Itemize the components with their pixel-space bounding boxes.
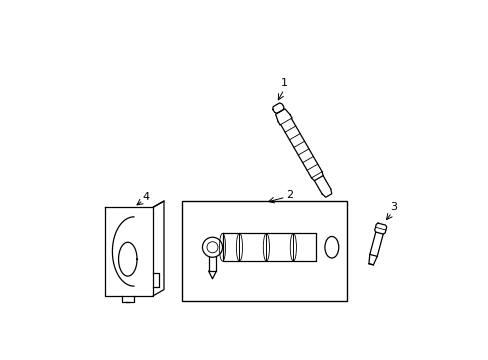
- Bar: [182, 201, 346, 301]
- Text: 2: 2: [285, 190, 292, 200]
- Text: 1: 1: [280, 78, 287, 88]
- Text: 4: 4: [142, 192, 149, 202]
- Text: 3: 3: [389, 202, 396, 212]
